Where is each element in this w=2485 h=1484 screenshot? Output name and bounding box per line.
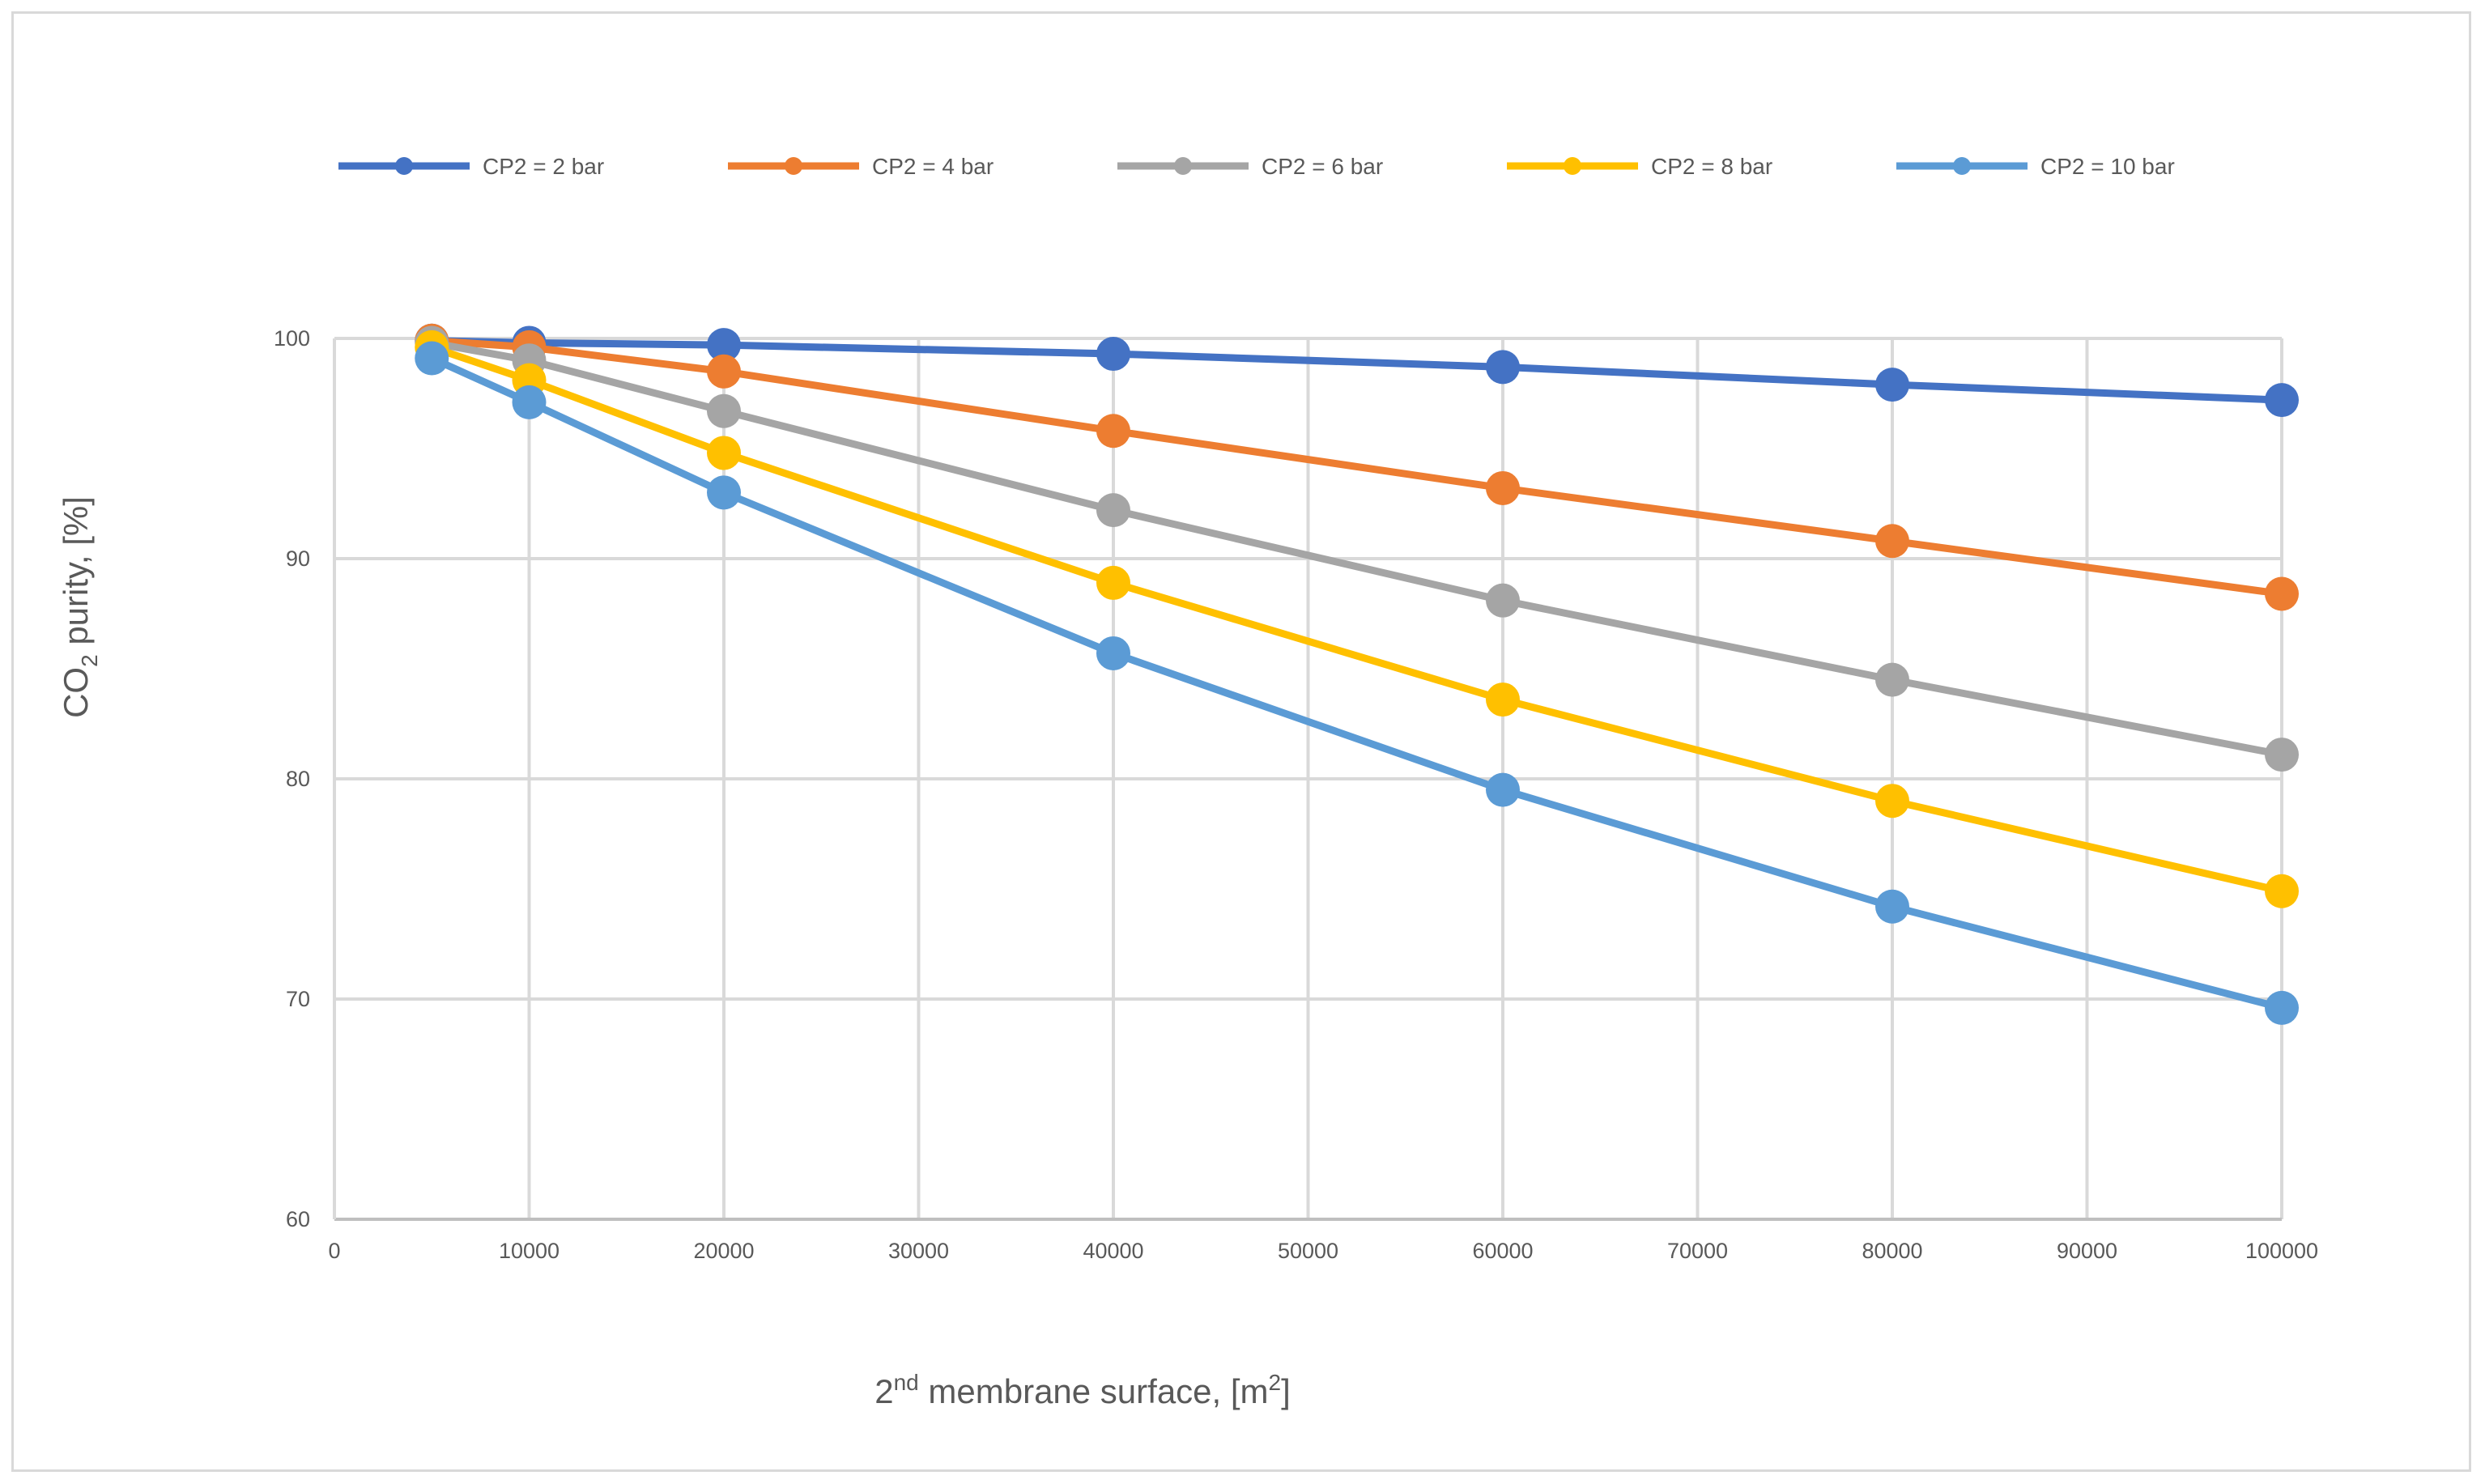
legend-label: CP2 = 8 bar xyxy=(1651,154,1772,179)
data-point xyxy=(2265,874,2299,908)
data-point xyxy=(1875,524,1909,559)
data-point xyxy=(1875,889,1909,924)
legend-item: CP2 = 4 bar xyxy=(728,154,994,179)
data-point xyxy=(1875,368,1909,402)
data-point xyxy=(1096,337,1130,372)
series-5 xyxy=(415,341,2299,1025)
legend-item: CP2 = 8 bar xyxy=(1507,154,1772,179)
data-point xyxy=(707,393,741,428)
x-axis-title: 2nd membrane surface, [m2] xyxy=(874,1370,1291,1410)
legend-label: CP2 = 4 bar xyxy=(872,154,994,179)
x-tick-label: 30000 xyxy=(888,1239,949,1263)
data-point xyxy=(2265,990,2299,1025)
data-point xyxy=(1096,565,1130,600)
legend-swatch-marker xyxy=(395,157,413,175)
data-point xyxy=(707,328,741,363)
legend-swatch-marker xyxy=(1174,157,1192,175)
legend-swatch-marker xyxy=(1953,157,1971,175)
y-tick-label: 90 xyxy=(286,546,310,571)
series-group xyxy=(415,323,2299,1025)
data-point xyxy=(1096,414,1130,449)
x-tick-label: 80000 xyxy=(1862,1239,1922,1263)
x-tick-label: 90000 xyxy=(2057,1239,2117,1263)
data-point xyxy=(415,341,449,376)
data-point xyxy=(1096,636,1130,670)
axes xyxy=(333,338,2282,1221)
x-tick-label: 20000 xyxy=(693,1239,754,1263)
x-tick-label: 0 xyxy=(328,1239,340,1263)
data-point xyxy=(2265,383,2299,418)
legend-swatch-marker xyxy=(1564,157,1581,175)
legend-item: CP2 = 10 bar xyxy=(1896,154,2175,179)
y-tick-label: 70 xyxy=(286,987,310,1011)
legend-swatch-marker xyxy=(785,157,802,175)
chart-frame xyxy=(11,11,2471,1472)
x-tick-label: 100000 xyxy=(2245,1239,2318,1263)
data-point xyxy=(1486,772,1520,807)
y-tick-label: 100 xyxy=(274,326,310,351)
series-4 xyxy=(415,330,2299,908)
data-point xyxy=(1486,470,1520,505)
data-point xyxy=(512,385,547,419)
data-point xyxy=(2265,576,2299,611)
y-axis-title: CO2 purity, [%] xyxy=(57,496,102,718)
legend-label: CP2 = 6 bar xyxy=(1262,154,1383,179)
legend-label: CP2 = 2 bar xyxy=(483,154,604,179)
legend: CP2 = 2 bar CP2 = 4 bar CP2 = 6 bar CP2 = 8… xyxy=(338,154,2175,179)
data-point xyxy=(707,354,741,389)
data-point xyxy=(1875,662,1909,697)
data-point xyxy=(1096,493,1130,528)
data-point xyxy=(1875,784,1909,819)
y-tick-label: 60 xyxy=(286,1207,310,1231)
x-tick-label: 10000 xyxy=(499,1239,560,1263)
legend-label: CP2 = 10 bar xyxy=(2040,154,2175,179)
data-point xyxy=(1486,583,1520,618)
legend-item: CP2 = 6 bar xyxy=(1117,154,1383,179)
x-tick-label: 70000 xyxy=(1667,1239,1728,1263)
data-point xyxy=(1486,682,1520,717)
data-point xyxy=(707,436,741,470)
data-point xyxy=(707,475,741,510)
x-tick-label: 60000 xyxy=(1472,1239,1533,1263)
tick-labels: 0 10000 20000 30000 40000 50000 60000 70000 8000… xyxy=(274,326,2318,1263)
series-line xyxy=(428,343,2286,895)
grid xyxy=(334,337,2283,1219)
y-tick-label: 80 xyxy=(286,767,310,791)
data-point xyxy=(1486,350,1520,385)
data-point xyxy=(2265,738,2299,772)
x-tick-label: 50000 xyxy=(1278,1239,1338,1263)
legend-item: CP2 = 2 bar xyxy=(338,154,604,179)
x-tick-label: 40000 xyxy=(1083,1239,1143,1263)
